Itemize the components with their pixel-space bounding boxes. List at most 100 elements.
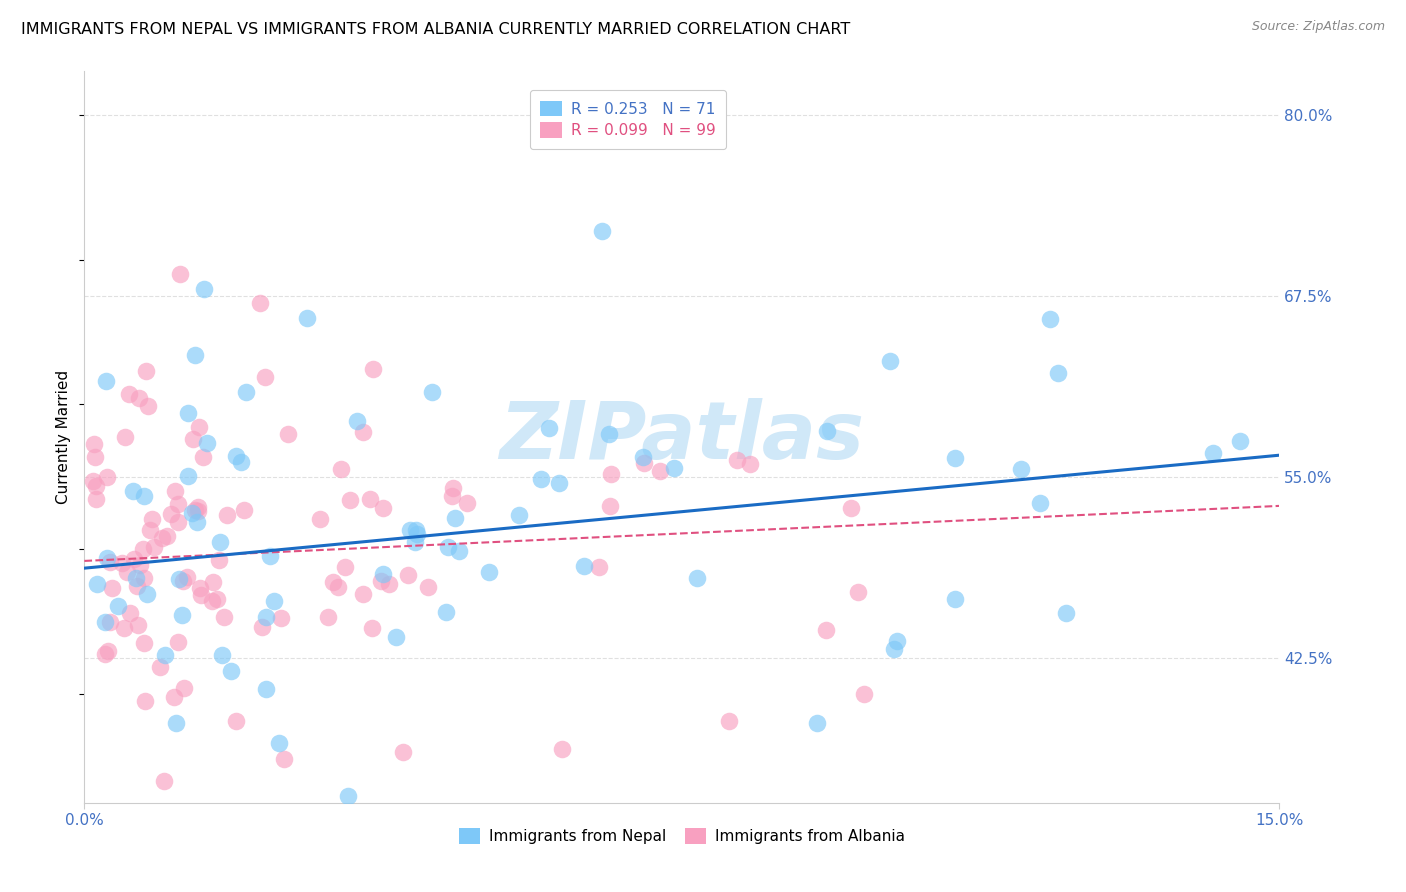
Point (662, 460, 685, 475)
Point (184, 502, 207, 516)
Point (309, 512, 332, 526)
Point (153, 648, 176, 662)
Point (84, 478, 107, 492)
Point (232, 503, 254, 517)
Point (406, 527, 429, 541)
Point (551, 742, 574, 756)
Point (359, 491, 381, 506)
Point (122, 484, 145, 499)
Point (207, 592, 229, 607)
Point (167, 515, 190, 529)
Point (132, 489, 155, 503)
Point (149, 660, 172, 674)
Point (326, 580, 349, 594)
Point (188, 420, 211, 434)
Point (235, 384, 257, 399)
Point (254, 610, 277, 624)
Point (98, 615, 121, 629)
Point (815, 424, 838, 438)
Point (361, 621, 384, 635)
Point (591, 224, 613, 238)
Point (177, 406, 200, 420)
Point (416, 580, 439, 594)
Point (186, 515, 208, 529)
Point (404, 535, 426, 549)
Point (184, 348, 207, 362)
Point (548, 476, 571, 491)
Point (353, 586, 375, 600)
Legend: Immigrants from Nepal, Immigrants from Albania: Immigrants from Nepal, Immigrants from A… (453, 822, 911, 850)
Point (172, 574, 194, 588)
Point (166, 635, 188, 649)
Point (371, 567, 394, 582)
Point (339, 492, 361, 507)
Point (231, 455, 253, 469)
Point (177, 469, 200, 483)
Point (396, 568, 419, 582)
Point (443, 511, 465, 525)
Point (441, 481, 464, 495)
Point (96, 551, 118, 566)
Point (217, 508, 239, 522)
Text: ZIPatlas: ZIPatlas (499, 398, 865, 476)
Point (440, 489, 463, 503)
Point (211, 648, 233, 662)
Point (112, 621, 135, 635)
Point (187, 500, 209, 514)
Point (530, 472, 553, 486)
Point (250, 620, 273, 634)
Point (352, 425, 374, 440)
Point (107, 599, 129, 613)
Point (128, 558, 150, 573)
Point (370, 574, 392, 588)
Text: IMMIGRANTS FROM NEPAL VS IMMIGRANTS FROM ALBANIA CURRENTLY MARRIED CORRELATION C: IMMIGRANTS FROM NEPAL VS IMMIGRANTS FROM… (21, 22, 851, 37)
Point (254, 370, 277, 384)
Point (633, 456, 655, 470)
Point (273, 752, 295, 766)
Point (297, 310, 319, 325)
Point (1229, 434, 1251, 448)
Point (136, 399, 159, 413)
Point (806, 716, 828, 731)
Point (115, 565, 138, 579)
Point (322, 575, 344, 590)
Point (686, 571, 709, 585)
Point (1047, 366, 1070, 380)
Point (188, 581, 211, 595)
Point (101, 581, 124, 595)
Point (378, 577, 401, 591)
Point (259, 549, 281, 563)
Point (141, 511, 163, 525)
Point (508, 508, 530, 522)
Point (190, 588, 212, 602)
Point (98, 555, 121, 569)
Point (945, 450, 967, 465)
Point (330, 462, 353, 476)
Point (136, 587, 159, 601)
Point (94, 648, 117, 662)
Point (219, 664, 242, 678)
Point (815, 623, 838, 637)
Point (385, 630, 408, 644)
Point (437, 540, 460, 554)
Point (449, 544, 471, 558)
Point (181, 432, 204, 446)
Point (96, 470, 118, 484)
Point (879, 354, 901, 368)
Point (316, 610, 339, 624)
Point (399, 523, 422, 537)
Point (181, 506, 204, 520)
Point (86, 577, 108, 591)
Point (139, 524, 162, 538)
Point (156, 529, 179, 543)
Point (170, 608, 193, 623)
Point (883, 641, 905, 656)
Point (1054, 607, 1077, 621)
Point (839, 500, 862, 515)
Point (718, 714, 741, 729)
Point (337, 789, 360, 803)
Point (225, 714, 247, 728)
Point (111, 556, 134, 570)
Point (277, 427, 299, 442)
Point (201, 594, 224, 608)
